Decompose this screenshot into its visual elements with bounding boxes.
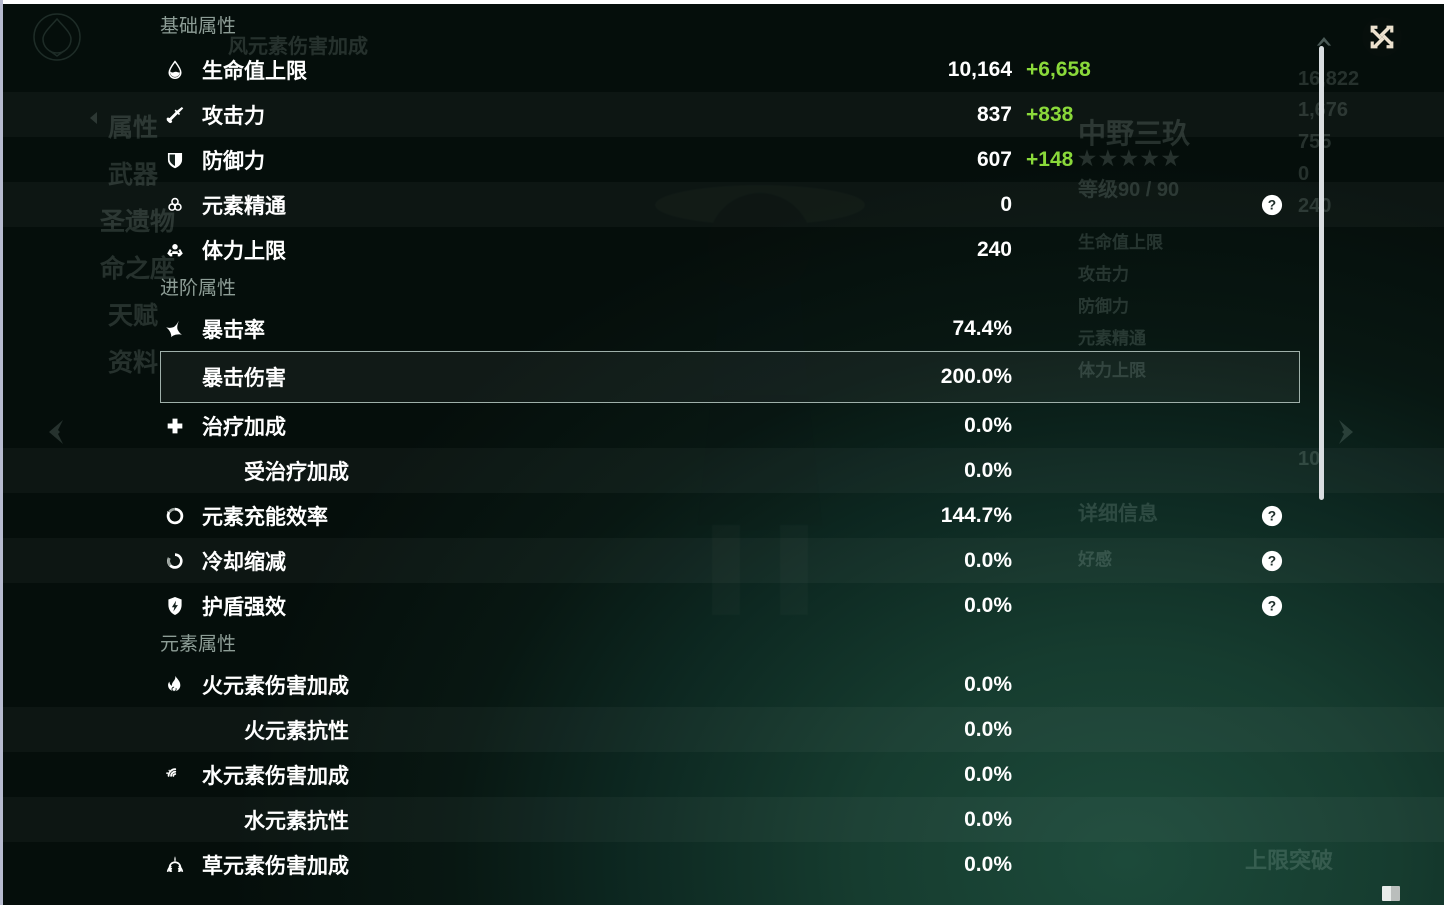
svg-text:?: ? — [1268, 197, 1276, 212]
svg-text:?: ? — [1268, 598, 1276, 613]
svg-text:?: ? — [1268, 508, 1276, 523]
svg-text:?: ? — [1268, 553, 1276, 568]
